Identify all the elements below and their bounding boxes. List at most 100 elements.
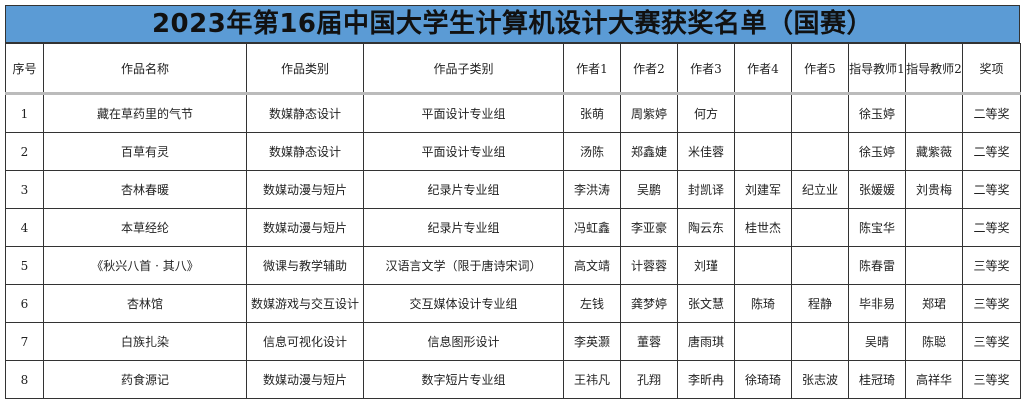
cell-col-advisor1[interactable]: 陈春雷 xyxy=(848,246,906,285)
cell-col-author3[interactable]: 米佳蓉 xyxy=(677,132,735,171)
cell-col-author4[interactable] xyxy=(734,322,792,361)
header-col-author4: 作者4 xyxy=(734,43,792,94)
cell-col-author4[interactable]: 刘建军 xyxy=(734,170,792,209)
cell-col-author3[interactable]: 刘瑾 xyxy=(677,246,735,285)
cell-col-author1[interactable]: 冯虹鑫 xyxy=(563,208,621,247)
cell-col-advisor2[interactable]: 郑珺 xyxy=(905,284,963,323)
cell-col-subcategory[interactable]: 纪录片专业组 xyxy=(363,208,564,247)
cell-col-author3[interactable]: 何方 xyxy=(677,93,735,133)
cell-col-index[interactable]: 1 xyxy=(5,93,44,133)
cell-col-advisor2[interactable]: 高祥华 xyxy=(905,360,963,399)
cell-col-author2[interactable]: 周紫婷 xyxy=(620,93,678,133)
cell-col-author5[interactable] xyxy=(791,208,849,247)
cell-col-index[interactable]: 5 xyxy=(5,246,44,285)
cell-col-advisor1[interactable]: 徐玉婷 xyxy=(848,93,906,133)
cell-col-advisor2[interactable]: 陈聪 xyxy=(905,322,963,361)
cell-col-advisor2[interactable] xyxy=(905,93,963,133)
cell-col-author4[interactable] xyxy=(734,132,792,171)
cell-col-author2[interactable]: 李亚豪 xyxy=(620,208,678,247)
cell-col-category[interactable]: 微课与教学辅助 xyxy=(246,246,364,285)
cell-col-author3[interactable]: 李昕冉 xyxy=(677,360,735,399)
cell-col-author2[interactable]: 龚梦婷 xyxy=(620,284,678,323)
cell-col-work-name[interactable]: 藏在草药里的气节 xyxy=(43,93,247,133)
cell-col-author5[interactable] xyxy=(791,322,849,361)
cell-col-category[interactable]: 数媒动漫与短片 xyxy=(246,208,364,247)
cell-col-advisor1[interactable]: 毕非易 xyxy=(848,284,906,323)
cell-col-award[interactable]: 三等奖 xyxy=(962,322,1021,361)
cell-col-author4[interactable]: 陈琦 xyxy=(734,284,792,323)
header-col-subcategory: 作品子类别 xyxy=(363,43,564,94)
cell-col-advisor2[interactable]: 刘贵梅 xyxy=(905,170,963,209)
cell-col-award[interactable]: 二等奖 xyxy=(962,170,1021,209)
cell-col-category[interactable]: 数媒静态设计 xyxy=(246,132,364,171)
cell-col-index[interactable]: 4 xyxy=(5,208,44,247)
cell-col-subcategory[interactable]: 汉语言文学（限于唐诗宋词） xyxy=(363,246,564,285)
cell-col-author2[interactable]: 计蓉蓉 xyxy=(620,246,678,285)
cell-col-author1[interactable]: 汤陈 xyxy=(563,132,621,171)
cell-col-author1[interactable]: 左钱 xyxy=(563,284,621,323)
cell-col-work-name[interactable]: 《秋兴八首 · 其八》 xyxy=(43,246,247,285)
cell-col-author3[interactable]: 唐雨琪 xyxy=(677,322,735,361)
header-col-author2: 作者2 xyxy=(620,43,678,94)
cell-col-index[interactable]: 2 xyxy=(5,132,44,171)
cell-col-author4[interactable]: 桂世杰 xyxy=(734,208,792,247)
cell-col-category[interactable]: 数媒动漫与短片 xyxy=(246,360,364,399)
cell-col-advisor1[interactable]: 吴晴 xyxy=(848,322,906,361)
cell-col-author1[interactable]: 张萌 xyxy=(563,93,621,133)
cell-col-subcategory[interactable]: 平面设计专业组 xyxy=(363,132,564,171)
cell-col-author2[interactable]: 孔翔 xyxy=(620,360,678,399)
cell-col-work-name[interactable]: 药食源记 xyxy=(43,360,247,399)
cell-col-advisor1[interactable]: 桂冠琦 xyxy=(848,360,906,399)
cell-col-author2[interactable]: 吴鹏 xyxy=(620,170,678,209)
cell-col-advisor1[interactable]: 陈宝华 xyxy=(848,208,906,247)
cell-col-work-name[interactable]: 杏林春暖 xyxy=(43,170,247,209)
cell-col-award[interactable]: 三等奖 xyxy=(962,360,1021,399)
cell-col-award[interactable]: 二等奖 xyxy=(962,208,1021,247)
cell-col-author3[interactable]: 陶云东 xyxy=(677,208,735,247)
cell-col-advisor1[interactable]: 张媛媛 xyxy=(848,170,906,209)
cell-col-index[interactable]: 6 xyxy=(5,284,44,323)
cell-col-award[interactable]: 二等奖 xyxy=(962,93,1021,133)
cell-col-index[interactable]: 7 xyxy=(5,322,44,361)
cell-col-author5[interactable]: 张志波 xyxy=(791,360,849,399)
cell-col-award[interactable]: 三等奖 xyxy=(962,246,1021,285)
cell-col-author4[interactable] xyxy=(734,246,792,285)
cell-col-index[interactable]: 3 xyxy=(5,170,44,209)
cell-col-author3[interactable]: 张文慧 xyxy=(677,284,735,323)
cell-col-author5[interactable] xyxy=(791,93,849,133)
cell-col-author2[interactable]: 郑鑫婕 xyxy=(620,132,678,171)
cell-col-subcategory[interactable]: 信息图形设计 xyxy=(363,322,564,361)
cell-col-work-name[interactable]: 杏林馆 xyxy=(43,284,247,323)
cell-col-author5[interactable] xyxy=(791,132,849,171)
cell-col-author5[interactable]: 纪立业 xyxy=(791,170,849,209)
cell-col-advisor2[interactable] xyxy=(905,246,963,285)
cell-col-category[interactable]: 数媒游戏与交互设计 xyxy=(246,284,364,323)
cell-col-author1[interactable]: 李洪涛 xyxy=(563,170,621,209)
cell-col-index[interactable]: 8 xyxy=(5,360,44,399)
cell-col-author1[interactable]: 高文靖 xyxy=(563,246,621,285)
cell-col-author1[interactable]: 李英灏 xyxy=(563,322,621,361)
cell-col-work-name[interactable]: 本草经纶 xyxy=(43,208,247,247)
cell-col-author5[interactable]: 程静 xyxy=(791,284,849,323)
cell-col-subcategory[interactable]: 纪录片专业组 xyxy=(363,170,564,209)
cell-col-category[interactable]: 数媒动漫与短片 xyxy=(246,170,364,209)
cell-col-advisor2[interactable] xyxy=(905,208,963,247)
cell-col-award[interactable]: 二等奖 xyxy=(962,132,1021,171)
cell-col-category[interactable]: 信息可视化设计 xyxy=(246,322,364,361)
cell-col-author4[interactable] xyxy=(734,93,792,133)
cell-col-author5[interactable] xyxy=(791,246,849,285)
header-col-advisor1: 指导教师1 xyxy=(848,43,906,94)
cell-col-work-name[interactable]: 白族扎染 xyxy=(43,322,247,361)
cell-col-subcategory[interactable]: 数字短片专业组 xyxy=(363,360,564,399)
cell-col-advisor2[interactable]: 藏紫薇 xyxy=(905,132,963,171)
cell-col-author3[interactable]: 封凯译 xyxy=(677,170,735,209)
cell-col-subcategory[interactable]: 交互媒体设计专业组 xyxy=(363,284,564,323)
cell-col-subcategory[interactable]: 平面设计专业组 xyxy=(363,93,564,133)
cell-col-advisor1[interactable]: 徐玉婷 xyxy=(848,132,906,171)
cell-col-author2[interactable]: 董蓉 xyxy=(620,322,678,361)
cell-col-category[interactable]: 数媒静态设计 xyxy=(246,93,364,133)
cell-col-work-name[interactable]: 百草有灵 xyxy=(43,132,247,171)
cell-col-author1[interactable]: 王祎凡 xyxy=(563,360,621,399)
cell-col-author4[interactable]: 徐琦琦 xyxy=(734,360,792,399)
cell-col-award[interactable]: 三等奖 xyxy=(962,284,1021,323)
